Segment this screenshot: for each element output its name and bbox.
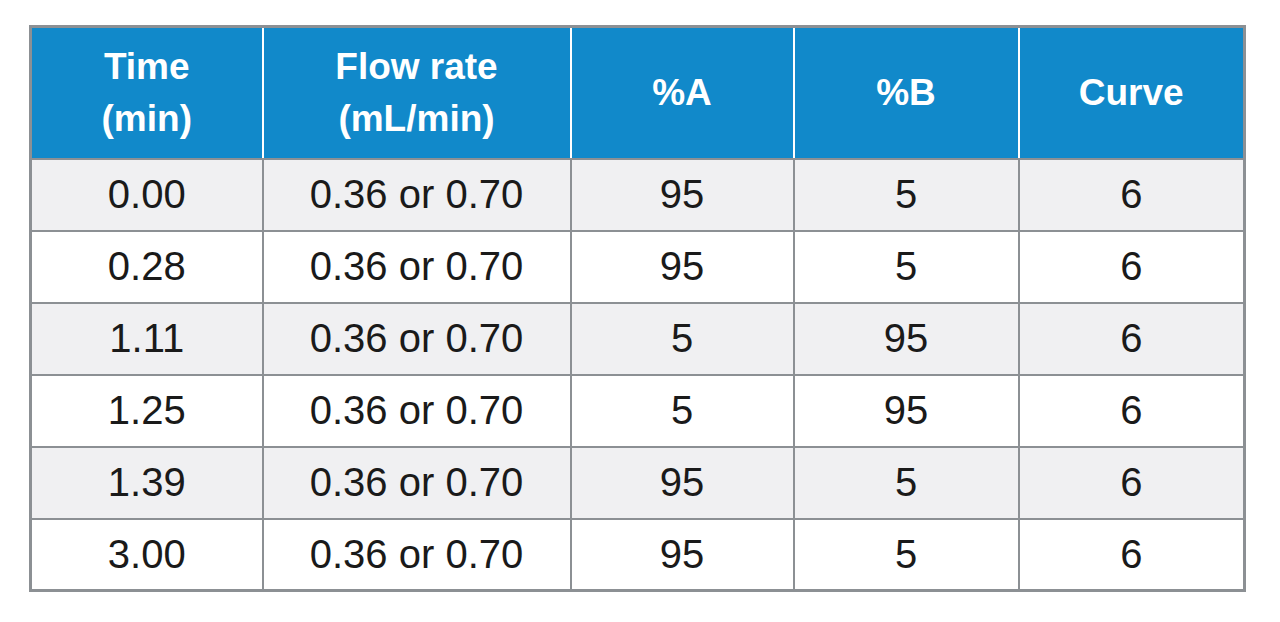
- cell-curve: 6: [1019, 231, 1245, 303]
- cell-flow-rate: 0.36 or 0.70: [263, 375, 571, 447]
- cell-time: 1.39: [31, 447, 263, 519]
- column-header-percent-a: %A: [571, 27, 794, 159]
- cell-flow-rate: 0.36 or 0.70: [263, 231, 571, 303]
- cell-curve: 6: [1019, 375, 1245, 447]
- column-header-time: Time (min): [31, 27, 263, 159]
- cell-flow-rate: 0.36 or 0.70: [263, 159, 571, 231]
- gradient-table: Time (min) Flow rate (mL/min) %A %B Curv…: [29, 25, 1246, 592]
- header-line: Curve: [1020, 67, 1244, 119]
- gradient-table-container: Time (min) Flow rate (mL/min) %A %B Curv…: [29, 25, 1246, 592]
- cell-percent-a: 5: [571, 375, 794, 447]
- cell-curve: 6: [1019, 519, 1245, 591]
- cell-time: 1.11: [31, 303, 263, 375]
- table-row: 3.00 0.36 or 0.70 95 5 6: [31, 519, 1245, 591]
- cell-flow-rate: 0.36 or 0.70: [263, 303, 571, 375]
- cell-percent-b: 5: [794, 447, 1019, 519]
- header-line: Time: [32, 41, 262, 93]
- column-header-flow-rate: Flow rate (mL/min): [263, 27, 571, 159]
- cell-time: 3.00: [31, 519, 263, 591]
- column-header-curve: Curve: [1019, 27, 1245, 159]
- cell-time: 0.00: [31, 159, 263, 231]
- cell-time: 1.25: [31, 375, 263, 447]
- header-row: Time (min) Flow rate (mL/min) %A %B Curv…: [31, 27, 1245, 159]
- table-row: 0.28 0.36 or 0.70 95 5 6: [31, 231, 1245, 303]
- cell-curve: 6: [1019, 159, 1245, 231]
- cell-percent-b: 5: [794, 159, 1019, 231]
- column-header-percent-b: %B: [794, 27, 1019, 159]
- header-line: (min): [32, 93, 262, 145]
- cell-percent-a: 95: [571, 159, 794, 231]
- cell-percent-a: 95: [571, 231, 794, 303]
- cell-curve: 6: [1019, 447, 1245, 519]
- cell-percent-b: 5: [794, 519, 1019, 591]
- cell-percent-b: 95: [794, 375, 1019, 447]
- header-line: %B: [795, 67, 1018, 119]
- cell-percent-a: 95: [571, 519, 794, 591]
- cell-percent-b: 5: [794, 231, 1019, 303]
- table-row: 0.00 0.36 or 0.70 95 5 6: [31, 159, 1245, 231]
- cell-time: 0.28: [31, 231, 263, 303]
- table-row: 1.11 0.36 or 0.70 5 95 6: [31, 303, 1245, 375]
- header-line: (mL/min): [264, 93, 570, 145]
- header-line: %A: [572, 67, 793, 119]
- cell-percent-b: 95: [794, 303, 1019, 375]
- cell-flow-rate: 0.36 or 0.70: [263, 447, 571, 519]
- cell-percent-a: 95: [571, 447, 794, 519]
- header-line: Flow rate: [264, 41, 570, 93]
- cell-percent-a: 5: [571, 303, 794, 375]
- table-row: 1.25 0.36 or 0.70 5 95 6: [31, 375, 1245, 447]
- cell-flow-rate: 0.36 or 0.70: [263, 519, 571, 591]
- table-row: 1.39 0.36 or 0.70 95 5 6: [31, 447, 1245, 519]
- cell-curve: 6: [1019, 303, 1245, 375]
